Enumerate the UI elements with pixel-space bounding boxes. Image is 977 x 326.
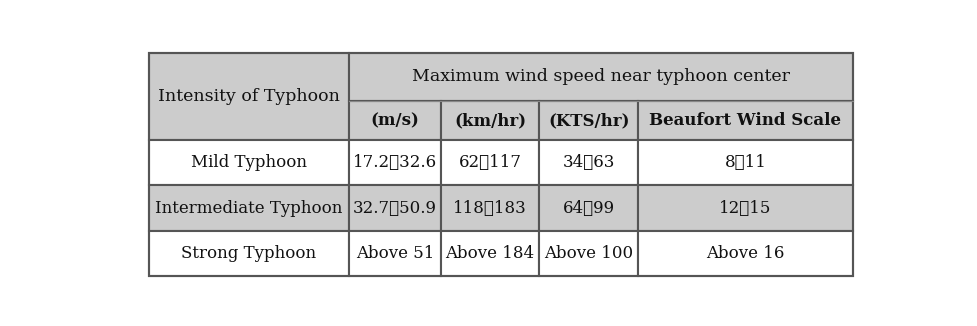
Bar <box>441 101 539 140</box>
Text: (m/s): (m/s) <box>370 112 419 129</box>
Text: Strong Typhoon: Strong Typhoon <box>182 245 317 262</box>
Text: 62～117: 62～117 <box>458 154 522 171</box>
Bar <box>350 140 441 185</box>
Text: 12～15: 12～15 <box>719 200 772 216</box>
Text: 32.7～50.9: 32.7～50.9 <box>353 200 437 216</box>
Bar <box>539 185 638 231</box>
Text: Above 184: Above 184 <box>446 245 534 262</box>
Text: Intermediate Typhoon: Intermediate Typhoon <box>155 200 343 216</box>
Text: Maximum wind speed near typhoon center: Maximum wind speed near typhoon center <box>412 68 790 85</box>
Bar <box>539 231 638 276</box>
Bar <box>149 53 350 140</box>
Text: (KTS/hr): (KTS/hr) <box>548 112 629 129</box>
Bar <box>638 231 853 276</box>
Bar <box>350 231 441 276</box>
Text: (km/hr): (km/hr) <box>454 112 527 129</box>
Text: Mild Typhoon: Mild Typhoon <box>191 154 307 171</box>
Bar <box>350 101 441 140</box>
Text: 8～11: 8～11 <box>725 154 766 171</box>
Text: Intensity of Typhoon: Intensity of Typhoon <box>158 88 340 105</box>
Text: 118～183: 118～183 <box>453 200 527 216</box>
Text: 64～99: 64～99 <box>563 200 615 216</box>
Bar <box>350 185 441 231</box>
Bar <box>149 231 350 276</box>
Bar <box>149 53 853 276</box>
Bar <box>441 140 539 185</box>
Bar <box>149 185 350 231</box>
Text: 17.2～32.6: 17.2～32.6 <box>353 154 437 171</box>
Bar <box>638 185 853 231</box>
Bar <box>638 101 853 140</box>
Bar <box>539 101 638 140</box>
Bar <box>441 185 539 231</box>
Text: Above 16: Above 16 <box>706 245 785 262</box>
Bar <box>149 140 350 185</box>
Bar <box>350 53 853 101</box>
Text: Above 51: Above 51 <box>356 245 434 262</box>
Bar <box>539 140 638 185</box>
Text: 34～63: 34～63 <box>563 154 615 171</box>
Text: Beaufort Wind Scale: Beaufort Wind Scale <box>650 112 841 129</box>
Bar <box>638 140 853 185</box>
Bar <box>441 231 539 276</box>
Text: Above 100: Above 100 <box>544 245 633 262</box>
